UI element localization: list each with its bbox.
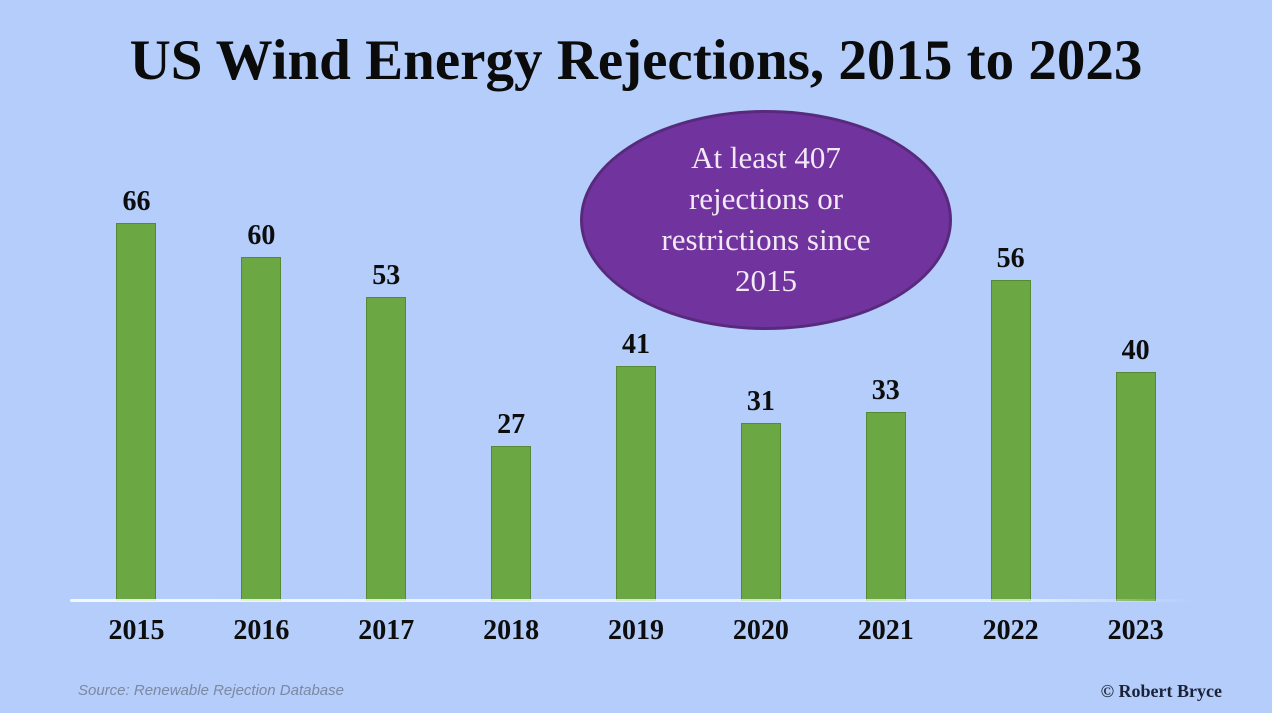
- year-label-2020: 2020: [732, 615, 789, 646]
- bar-column-2022: 56: [948, 160, 1073, 601]
- year-label-2016: 2016: [233, 615, 290, 646]
- annotation-ellipse: At least 407 rejections or restrictions …: [580, 110, 952, 330]
- bar-column-2017: 53: [324, 160, 449, 601]
- bar-column-2021: 33: [823, 160, 948, 601]
- bar-column-2019: 41: [574, 160, 699, 601]
- year-label-2015: 2015: [108, 615, 165, 646]
- bar-2018: [491, 446, 532, 601]
- bar-value-label: 60: [247, 220, 276, 251]
- bar-value-label: 66: [122, 186, 151, 217]
- bar-value-label: 27: [497, 409, 526, 440]
- bar-2016: [241, 257, 282, 601]
- year-label-2023: 2023: [1107, 615, 1164, 646]
- year-label-2017: 2017: [358, 615, 415, 646]
- bar-2015: [116, 223, 157, 601]
- bar-column-2020: 31: [698, 160, 823, 601]
- year-label-2021: 2021: [857, 615, 914, 646]
- bar-2017: [366, 297, 407, 601]
- bar-2020: [740, 423, 781, 601]
- credit-note: © Robert Bryce: [1100, 681, 1222, 701]
- bar-2022: [990, 280, 1031, 601]
- bar-value-label: 53: [372, 260, 401, 291]
- bar-2019: [616, 366, 656, 601]
- chart-title: US Wind Energy Rejections, 2015 to 2023: [129, 29, 1143, 92]
- year-label-2018: 2018: [483, 615, 540, 646]
- bar-value-label: 56: [996, 243, 1025, 274]
- bar-column-2016: 60: [199, 160, 324, 601]
- year-label-2019: 2019: [608, 615, 664, 646]
- year-label-2022: 2022: [982, 615, 1039, 646]
- x-axis-labels: 2015 2016 2017 2018 2019 2020 2021 2022 2023: [74, 615, 1198, 647]
- bar-2021: [865, 412, 906, 601]
- bar-value-label: 40: [1121, 335, 1150, 366]
- bar-column-2015: 66: [74, 160, 199, 601]
- source-note: Source: Renewable Rejection Database: [78, 682, 344, 699]
- bar-value-label: 41: [622, 329, 650, 360]
- bar-column-2018: 27: [449, 160, 574, 601]
- bar-value-label: 33: [871, 375, 900, 406]
- annotation-text: At least 407 rejections or restrictions …: [661, 140, 871, 298]
- bar-chart: 66 60 53 27 41 31 33 56 40: [74, 160, 1198, 601]
- bar-column-2023: 40: [1073, 160, 1198, 601]
- bar-2023: [1115, 372, 1156, 601]
- x-axis-line: [70, 599, 1194, 602]
- bar-value-label: 31: [746, 386, 775, 417]
